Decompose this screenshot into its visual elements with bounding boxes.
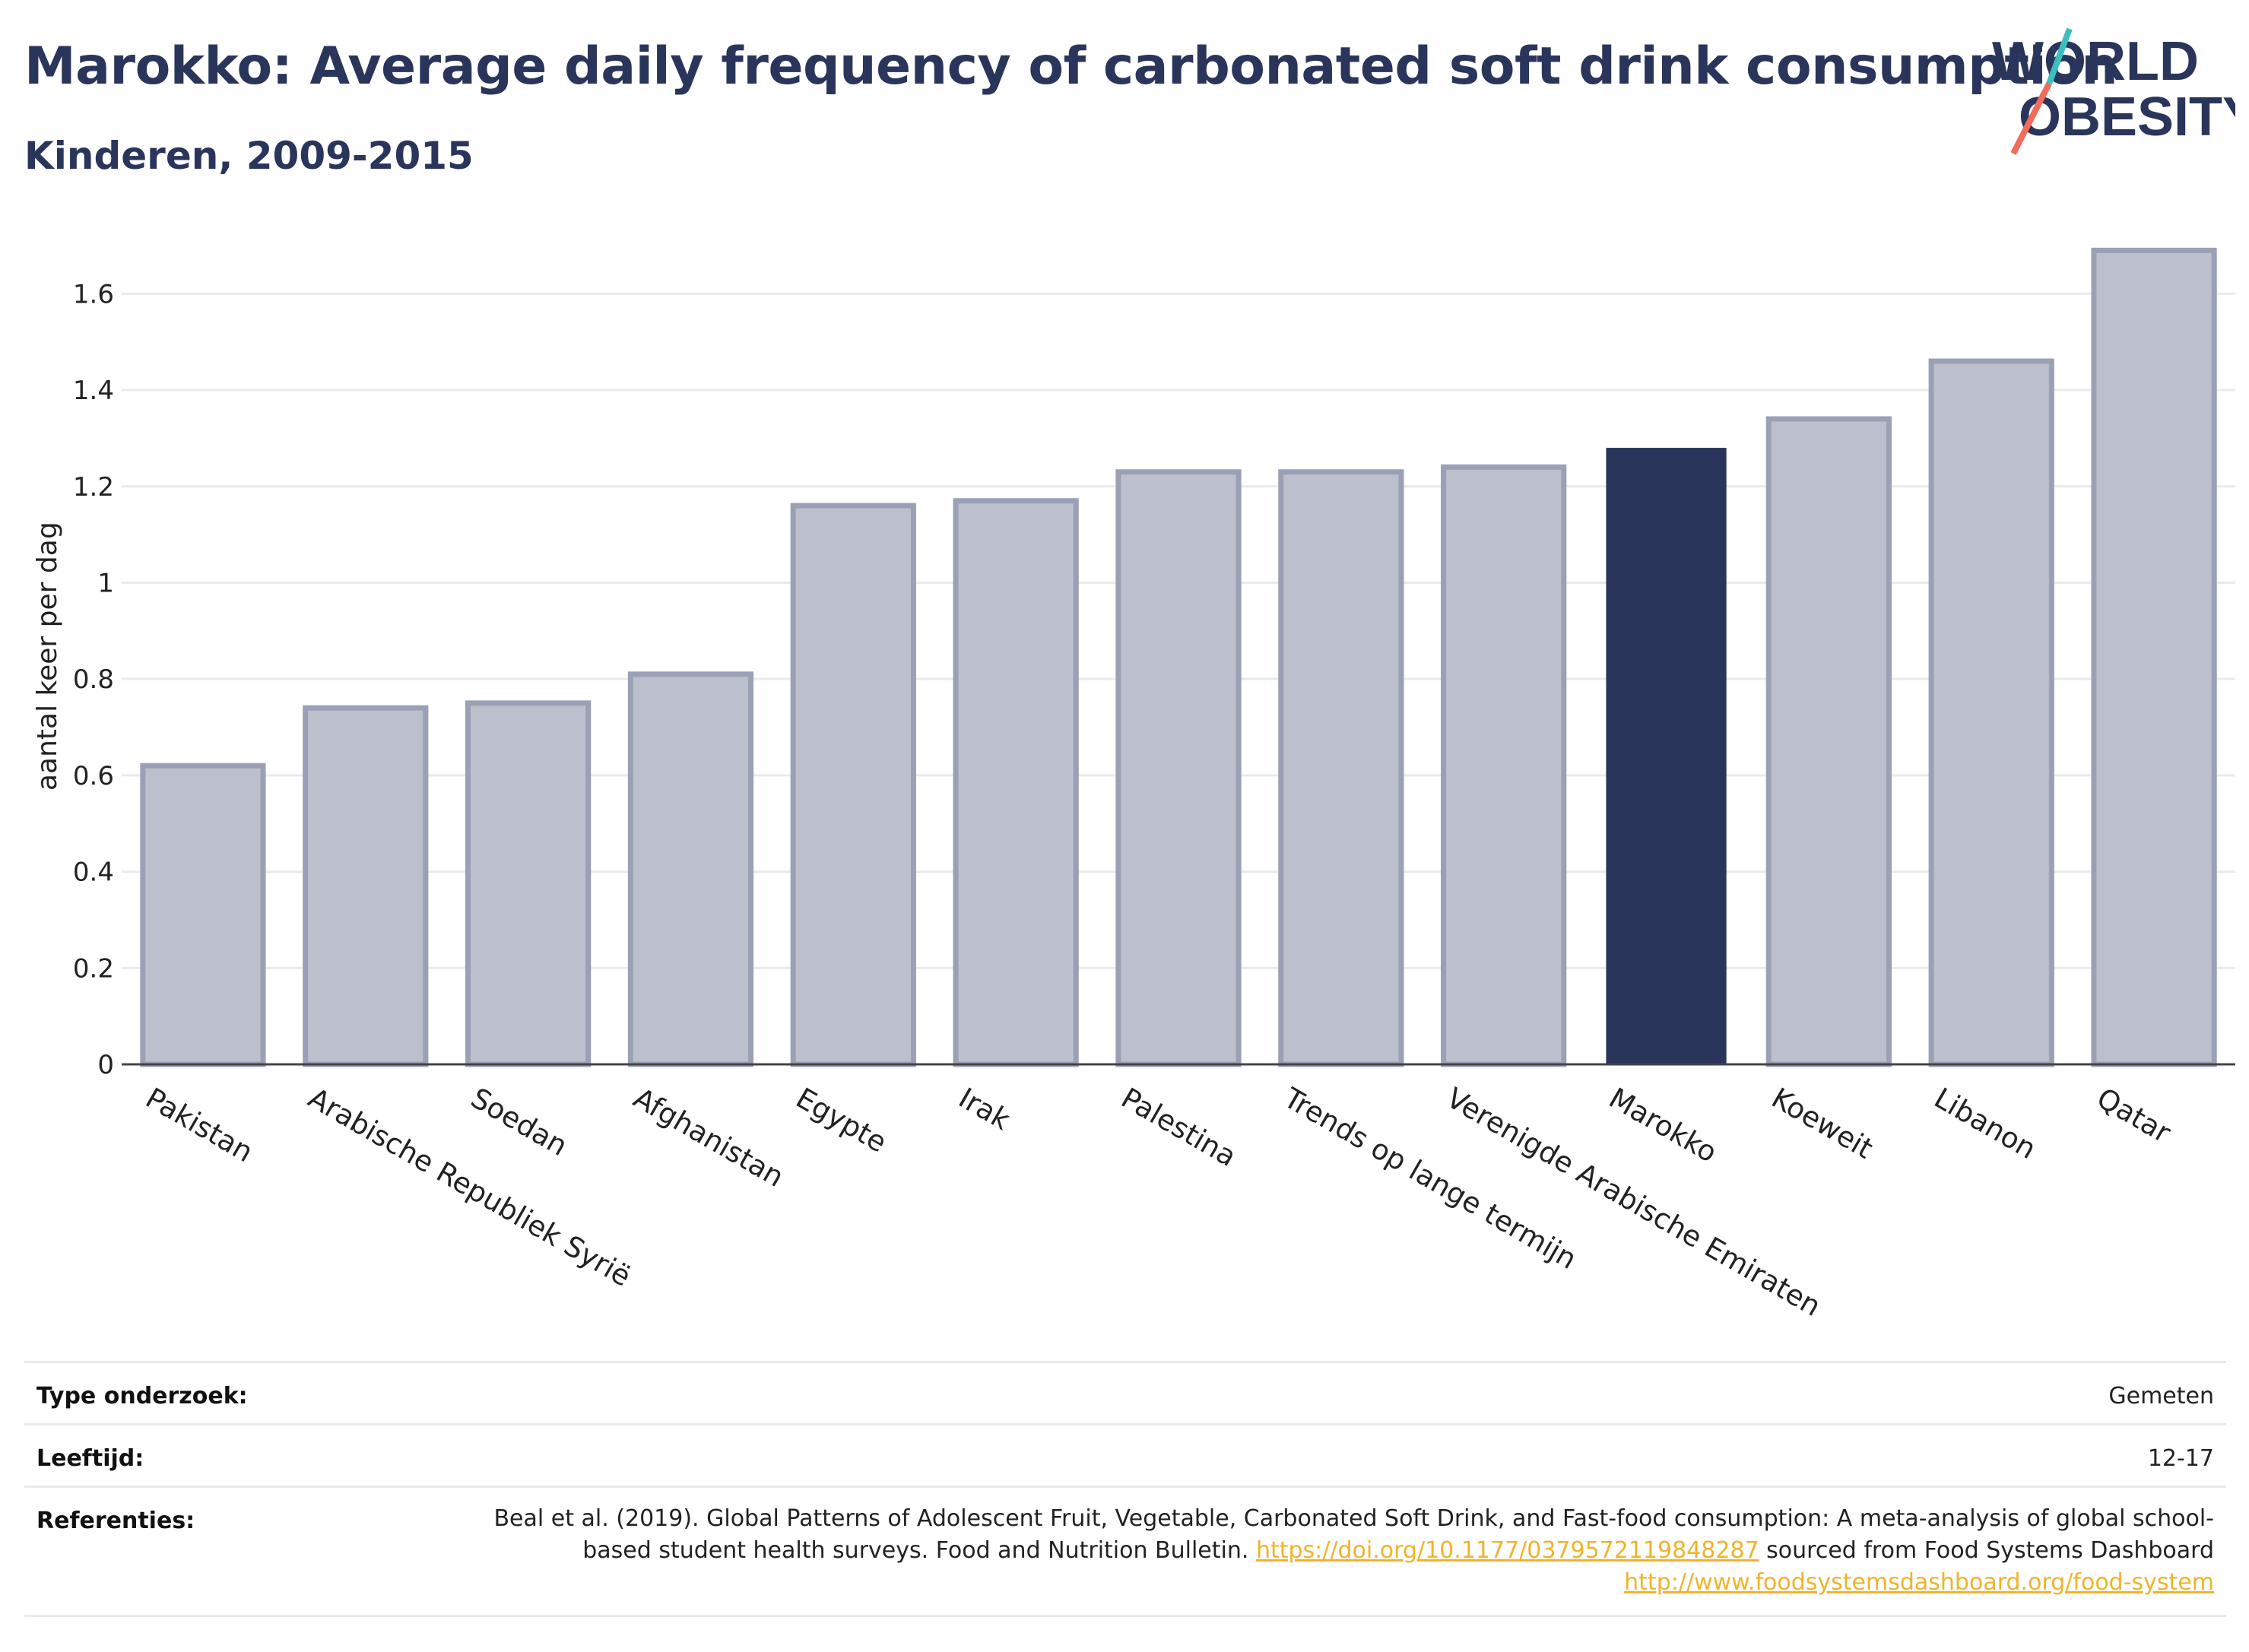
bar-irak [953,498,1079,1067]
bar-qatar [2091,247,2217,1067]
reference-source-text: sourced from Food Systems Dashboard [1766,1537,2214,1564]
x-tick-label: Egypte [791,1082,893,1159]
x-tick-label: Koeweit [1766,1082,1879,1165]
references-value: Beal et al. (2019). Global Patterns of A… [465,1503,2214,1599]
x-tick-label: Soedan [465,1082,573,1162]
world-obesity-logo: WORLD OBESITY [1992,27,2235,155]
age-label: Leeftijd: [36,1445,144,1472]
meta-row-study-type: Type onderzoek: Gemeten [24,1361,2226,1425]
bar-egypte [790,503,916,1067]
x-tick-label: Pakistan [140,1082,259,1169]
x-tick-label: Afghanistan [628,1082,789,1194]
bar-trends-op-lange-termijn [1278,469,1404,1067]
chart-subtitle: Kinderen, 2009-2015 [24,134,474,178]
x-tick-label: Irak [953,1082,1017,1137]
bar-palestina [1115,469,1242,1067]
y-tick-label: 1.6 [73,279,114,309]
bar-pakistan [140,763,266,1067]
age-value: 12-17 [2147,1445,2214,1472]
y-tick-label: 1.2 [73,472,114,503]
bar-soedan [465,700,592,1067]
bar-marokko [1606,448,1727,1064]
y-tick-label: 1.4 [73,376,114,406]
study-type-label: Type onderzoek: [36,1383,248,1409]
reference-text: Beal et al. (2019). Global Patterns of A… [493,1505,2214,1564]
references-label: Referenties: [36,1508,195,1534]
y-tick-label: 1 [97,568,114,598]
bar-libanon [1928,358,2054,1067]
x-tick-label: Qatar [2092,1082,2177,1150]
bar-verenigde-arabische-emiraten [1441,464,1567,1067]
y-axis-ticks: 0 0.2 0.4 0.6 0.8 1 1.2 1.4 1.6 [73,279,114,1080]
logo-word-world: WORLD [1992,31,2199,92]
table-bottom-border [24,1615,2226,1617]
y-tick-label: 0 [97,1050,114,1080]
x-tick-label: Trends op lange termijn [1277,1081,1581,1276]
y-tick-label: 0.4 [73,858,114,888]
logo-slash-teal [2046,27,2073,85]
x-tick-label: Palestina [1116,1082,1242,1174]
meta-row-references: Referenties: Beal et al. (2019). Global … [24,1486,2226,1617]
logo-slash-coral [2010,82,2052,155]
doi-link[interactable]: https://doi.org/10.1177/0379572119848287 [1255,1537,1759,1564]
y-tick-label: 0.6 [73,761,114,791]
x-tick-label: Libanon [1929,1082,2041,1166]
y-tick-label: 0.2 [73,953,114,984]
x-tick-label: Marokko [1603,1082,1722,1169]
bar-arabische-republiek-syri- [303,705,429,1067]
bar-chart: 0 0.2 0.4 0.6 0.8 1 1.2 1.4 1.6 Pakistan Arabisch… [32,247,2235,1323]
bars [140,247,2217,1067]
logo-word-obesity: OBESITY [2019,87,2235,147]
meta-row-age: Leeftijd: 12-17 [24,1423,2226,1488]
dashboard-link[interactable]: http://www.foodsystemsdashboard.org/food… [1624,1569,2214,1596]
x-tick-label: Arabische Republiek Syrië [303,1082,636,1293]
y-axis-label: aantal keer per dag [32,522,63,791]
y-tick-label: 0.8 [73,664,114,695]
bar-koeweit [1765,416,1892,1067]
chart-title: Marokko: Average daily frequency of carb… [24,36,2118,97]
bar-afghanistan [627,671,754,1067]
study-type-value: Gemeten [2108,1383,2214,1409]
